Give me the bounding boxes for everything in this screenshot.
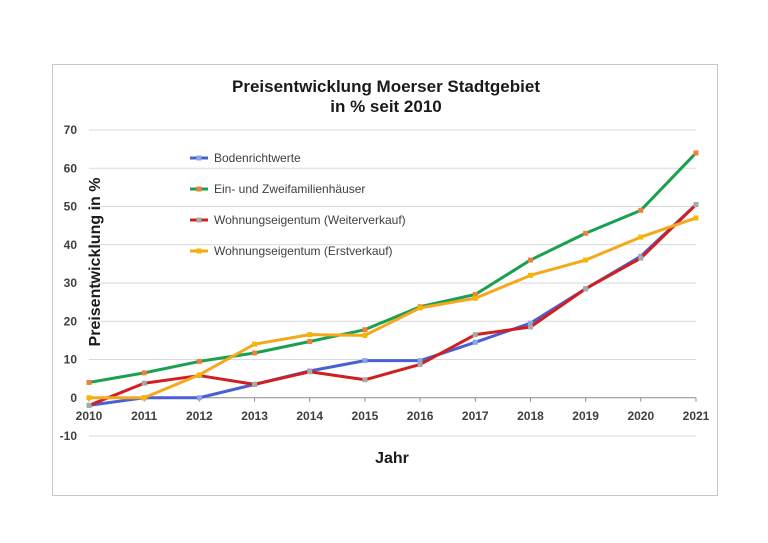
data-point — [417, 361, 423, 367]
x-axis-label: Jahr — [375, 450, 409, 467]
x-tick-label: 2017 — [462, 409, 489, 423]
series-line — [88, 151, 698, 384]
series-line — [88, 203, 698, 407]
data-point — [527, 320, 533, 326]
legend-marker — [196, 248, 202, 254]
legend-entry: Wohnungseigentum (Weiterverkauf) — [190, 213, 406, 227]
data-point — [252, 341, 258, 347]
data-point — [417, 305, 423, 311]
data-point — [527, 324, 533, 330]
data-point — [362, 327, 368, 333]
data-point — [252, 381, 258, 387]
data-point — [307, 332, 313, 338]
data-point — [693, 150, 699, 156]
data-point — [527, 272, 533, 278]
x-tick-label: 2014 — [296, 409, 323, 423]
data-point — [693, 215, 699, 221]
x-tick-label: 2011 — [131, 409, 157, 423]
chart-title-line-2: in % seit 2010 — [330, 97, 442, 116]
x-tick-label: 2018 — [517, 409, 544, 423]
data-point — [527, 257, 533, 263]
x-tick-label: 2016 — [407, 409, 434, 423]
legend-entry: Ein- und Zweifamilienhäuser — [190, 182, 365, 196]
y-tick-label: 50 — [64, 200, 78, 214]
data-point — [141, 395, 147, 401]
data-point — [583, 286, 589, 292]
legend-marker — [196, 217, 202, 223]
data-point — [638, 255, 644, 261]
y-tick-label: 30 — [64, 276, 78, 290]
chart-title-line-1: Preisentwicklung Moerser Stadtgebiet — [232, 77, 540, 96]
data-point — [196, 372, 202, 378]
chart-frame — [52, 64, 718, 496]
data-point — [472, 339, 478, 345]
legend-marker — [196, 186, 202, 192]
legend: Bodenrichtwerte Ein- und Zweifamilienhäus… — [190, 151, 406, 258]
x-tick-label: 2015 — [352, 409, 379, 423]
x-tick-label: 2021 — [683, 409, 710, 423]
data-point — [472, 295, 478, 301]
x-tick-label: 2019 — [572, 409, 599, 423]
data-point — [362, 377, 368, 383]
series-line — [88, 203, 698, 407]
data-point — [252, 350, 258, 356]
y-tick-label: -10 — [60, 429, 78, 443]
data-point — [638, 234, 644, 240]
legend-entry: Bodenrichtwerte — [190, 151, 301, 165]
x-tick-label: 2013 — [241, 409, 268, 423]
data-point — [307, 339, 313, 345]
data-point — [583, 230, 589, 236]
data-point — [307, 369, 313, 375]
x-tick-label: 2012 — [186, 409, 213, 423]
legend-label: Ein- und Zweifamilienhäuser — [214, 182, 365, 196]
series-line — [89, 216, 697, 400]
legend-label: Wohnungseigentum (Erstverkauf) — [214, 244, 393, 258]
y-tick-labels: -10 0 10 20 30 40 50 60 70 — [60, 123, 78, 443]
data-point — [583, 257, 589, 263]
data-point — [417, 358, 423, 364]
data-point — [141, 370, 147, 376]
legend-label: Bodenrichtwerte — [214, 151, 301, 165]
x-tick-label: 2020 — [627, 409, 654, 423]
data-point — [362, 358, 368, 364]
y-tick-label: 10 — [64, 353, 78, 367]
legend-marker — [196, 155, 202, 161]
legend-entry: Wohnungseigentum (Erstverkauf) — [190, 244, 393, 258]
y-axis-label: Preisentwicklung in % — [87, 178, 104, 347]
y-tick-label: 60 — [64, 161, 78, 175]
series-2 — [86, 150, 699, 385]
data-point — [86, 402, 92, 408]
series-3 — [86, 202, 699, 408]
y-tick-label: 20 — [64, 314, 78, 328]
data-point — [196, 395, 202, 401]
x-tick-labels: 2010 2011 2012 2013 2014 2015 2016 2017 2018 2019… — [76, 409, 710, 423]
data-point — [86, 379, 92, 385]
y-tick-label: 40 — [64, 238, 78, 252]
series-lines — [86, 150, 699, 408]
data-point — [472, 332, 478, 338]
data-point — [638, 207, 644, 213]
data-point — [196, 358, 202, 364]
gridlines — [88, 129, 697, 437]
data-point — [141, 380, 147, 386]
y-tick-label: 0 — [70, 391, 77, 405]
data-point — [693, 202, 699, 208]
data-point — [86, 395, 92, 401]
data-point — [362, 332, 368, 338]
series-4 — [86, 215, 699, 401]
data-point — [472, 291, 478, 297]
legend-label: Wohnungseigentum (Weiterverkauf) — [214, 213, 406, 227]
y-tick-label: 70 — [64, 123, 78, 137]
x-tick-label: 2010 — [76, 409, 103, 423]
